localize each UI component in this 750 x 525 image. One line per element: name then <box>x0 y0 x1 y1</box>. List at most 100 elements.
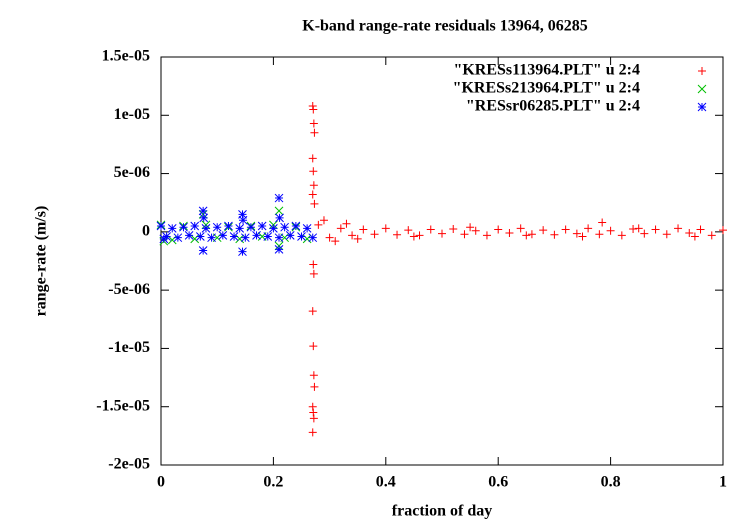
data-point <box>685 229 694 238</box>
data-point <box>690 232 699 241</box>
data-point <box>505 229 514 238</box>
data-point <box>238 247 247 257</box>
data-point <box>274 244 284 254</box>
data-point <box>308 428 317 437</box>
data-point <box>370 230 379 239</box>
data-point <box>195 232 205 241</box>
data-point <box>309 181 318 190</box>
data-point <box>238 215 248 225</box>
data-point <box>269 224 278 233</box>
data-point <box>309 371 318 380</box>
data-point <box>426 225 435 234</box>
data-point <box>342 219 351 228</box>
data-point <box>274 233 284 243</box>
data-point <box>235 224 245 233</box>
data-point <box>297 232 306 241</box>
data-point <box>482 231 491 240</box>
data-point <box>156 221 166 231</box>
data-point <box>404 226 413 235</box>
x-tick-label: 0 <box>157 474 165 491</box>
data-point <box>274 206 284 216</box>
data-point <box>257 221 267 231</box>
data-point <box>550 230 559 239</box>
x-axis-label: fraction of day <box>392 503 492 520</box>
data-point <box>309 105 318 114</box>
data-point <box>240 233 250 243</box>
legend-label: "KRESs113964.PLT" u 2:4 <box>453 62 640 79</box>
data-point <box>179 222 188 232</box>
data-point <box>308 101 317 110</box>
data-point <box>662 230 671 239</box>
plot-border <box>160 56 724 466</box>
data-point <box>696 225 705 234</box>
data-point <box>606 226 615 235</box>
legend-label: "KRESs213964.PLT" u 2:4 <box>453 80 640 97</box>
y-tick-label: 1.5e-05 <box>102 48 150 65</box>
data-point <box>314 220 323 229</box>
data-point <box>275 213 284 223</box>
data-point <box>198 206 208 216</box>
data-point <box>274 193 284 203</box>
legend-marker <box>697 84 707 94</box>
data-point <box>348 231 357 240</box>
y-tick-label: -1e-05 <box>108 339 150 356</box>
chart-title: K-band range-rate residuals 13964, 06285 <box>302 18 587 35</box>
data-point <box>381 224 390 233</box>
data-point <box>331 237 340 246</box>
data-point <box>238 210 247 219</box>
data-point <box>707 231 716 240</box>
data-point <box>438 229 446 238</box>
data-point <box>409 232 418 241</box>
x-tick-label: 0.4 <box>376 474 396 491</box>
data-point <box>353 234 362 243</box>
data-point <box>212 222 222 232</box>
data-point <box>310 128 319 137</box>
data-point <box>561 225 570 234</box>
data-point <box>393 230 402 239</box>
data-point <box>184 231 194 240</box>
data-point <box>494 225 503 234</box>
data-point <box>310 199 319 208</box>
data-point <box>285 231 295 240</box>
data-point <box>291 221 301 231</box>
data-point <box>309 342 318 351</box>
legend-label: "RESsr06285.PLT" u 2:4 <box>466 98 640 115</box>
data-point <box>471 226 480 235</box>
data-point <box>218 231 228 240</box>
y-tick-label: 1e-05 <box>114 106 150 123</box>
x-tick-label: 0.6 <box>488 474 508 491</box>
data-point <box>719 226 727 235</box>
data-point <box>466 223 475 232</box>
data-point <box>460 230 469 239</box>
data-point <box>173 233 183 243</box>
data-point <box>207 233 216 243</box>
y-axis-label: range-rate (m/s) <box>33 206 50 317</box>
data-point <box>595 230 604 239</box>
data-point <box>159 234 169 244</box>
data-point <box>578 232 587 241</box>
data-point <box>309 408 318 417</box>
data-point <box>224 221 233 231</box>
data-point <box>651 225 660 234</box>
data-point <box>190 221 200 231</box>
data-point <box>310 382 319 391</box>
data-point <box>629 224 638 233</box>
data-point <box>325 233 334 242</box>
data-point <box>674 224 683 233</box>
data-point <box>359 225 368 234</box>
data-point <box>229 232 239 241</box>
data-point <box>309 119 318 128</box>
data-point <box>527 230 536 239</box>
data-point <box>309 269 318 278</box>
y-tick-label: 0 <box>142 223 150 240</box>
data-point <box>539 226 548 235</box>
data-point <box>598 218 607 227</box>
data-point <box>199 213 209 223</box>
data-point <box>252 231 261 240</box>
data-point <box>572 229 581 238</box>
data-point <box>449 224 458 233</box>
data-point <box>302 224 312 233</box>
data-point <box>319 216 328 225</box>
y-tick-label: -1.5e-05 <box>96 397 150 414</box>
